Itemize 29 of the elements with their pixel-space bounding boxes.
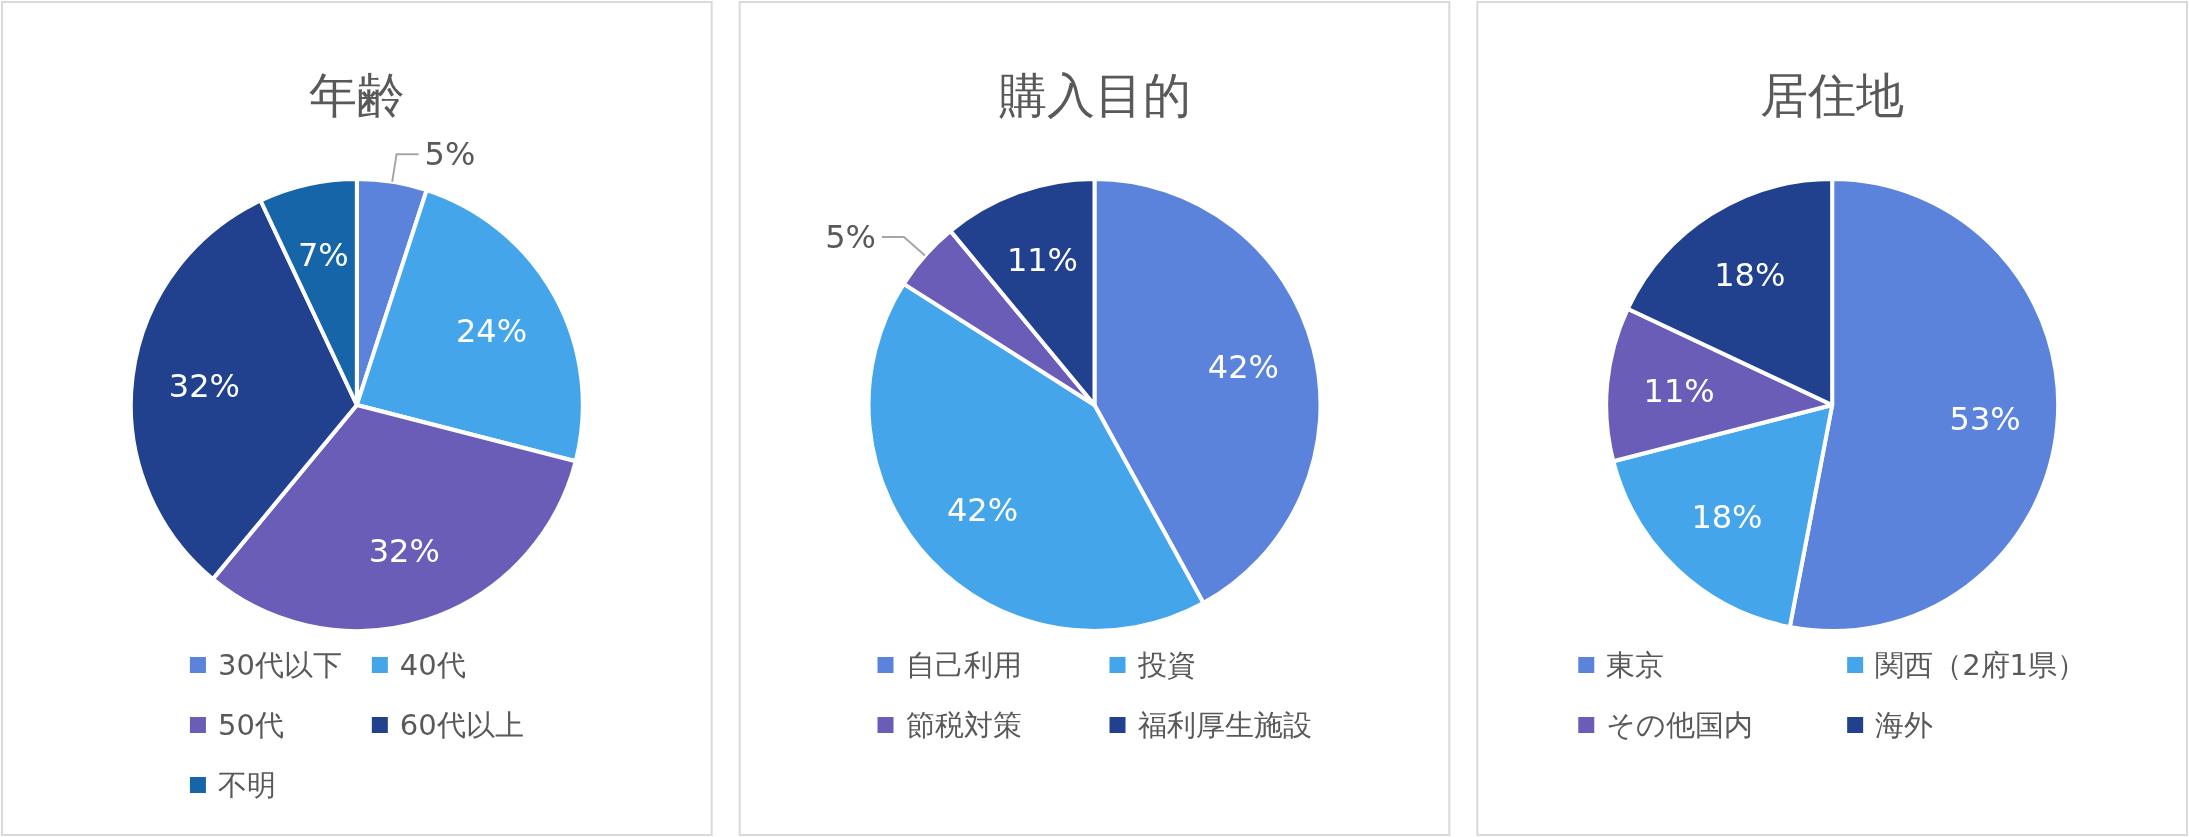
legend-label: その他国内 bbox=[1606, 708, 1754, 742]
data-label: 32% bbox=[168, 366, 240, 405]
data-label: 24% bbox=[455, 311, 528, 350]
legend-label: 東京 bbox=[1606, 648, 1665, 682]
legend-label: 40代 bbox=[399, 648, 466, 682]
legend-label: 50代 bbox=[217, 708, 284, 742]
chart-title: 購入目的 bbox=[998, 67, 1191, 123]
chart-title: 年齢 bbox=[308, 67, 405, 123]
legend-label: 30代以下 bbox=[217, 648, 342, 682]
data-label: 11% bbox=[1006, 241, 1079, 280]
legend-label: 不明 bbox=[217, 768, 276, 802]
data-label: 11% bbox=[1643, 371, 1715, 410]
data-label: 53% bbox=[1949, 400, 2021, 439]
data-label: 5% bbox=[424, 135, 476, 174]
legend-label: 自己利用 bbox=[905, 648, 1022, 682]
legend-label: 60代以上 bbox=[399, 708, 524, 742]
legend-label: 関西（2府1県） bbox=[1875, 648, 2087, 682]
data-label: 18% bbox=[1714, 256, 1786, 295]
data-label: 5% bbox=[825, 218, 876, 257]
legend-label: 海外 bbox=[1875, 708, 1934, 742]
data-label: 42% bbox=[1207, 347, 1279, 386]
data-label: 18% bbox=[1691, 498, 1763, 537]
legend-label: 福利厚生施設 bbox=[1137, 708, 1312, 742]
data-label: 7% bbox=[297, 236, 349, 275]
data-label: 42% bbox=[946, 491, 1019, 530]
chart-title: 居住地 bbox=[1760, 67, 1905, 123]
data-label: 32% bbox=[368, 532, 440, 571]
legend-label: 投資 bbox=[1136, 648, 1196, 682]
legend-label: 節税対策 bbox=[905, 708, 1022, 742]
